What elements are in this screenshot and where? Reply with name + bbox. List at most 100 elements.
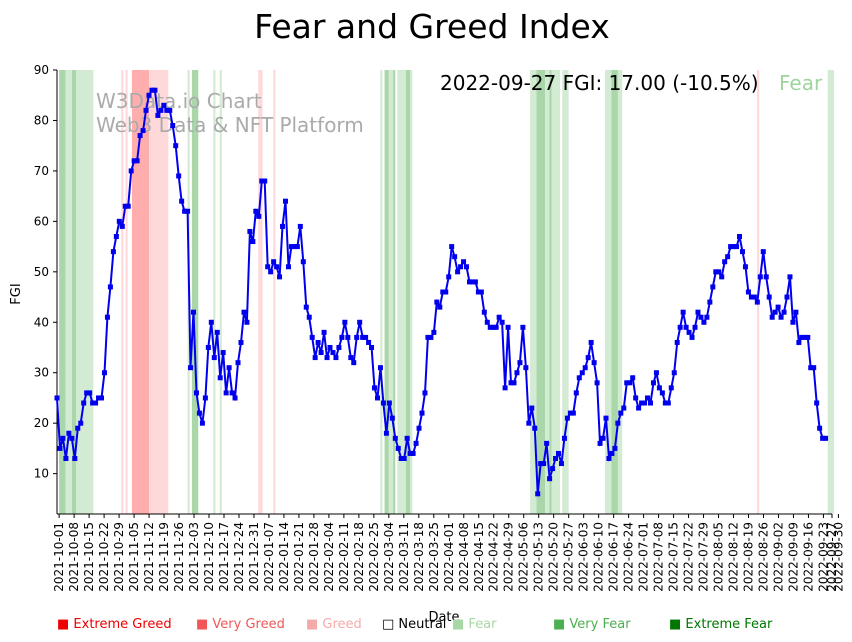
- data-point: [285, 264, 291, 270]
- x-tick-label: 2022-05-06: [517, 522, 531, 592]
- data-point: [312, 355, 318, 361]
- data-point: [357, 319, 363, 325]
- data-point: [734, 244, 740, 250]
- watermark-line: W3Data.io Chart: [96, 89, 262, 113]
- data-point: [452, 254, 458, 260]
- data-point: [164, 107, 170, 113]
- x-tick-label: 2022-03-11: [397, 522, 411, 592]
- data-point: [585, 355, 591, 361]
- data-point: [238, 339, 244, 345]
- data-point: [668, 385, 674, 391]
- data-point: [149, 87, 155, 93]
- data-point: [167, 107, 173, 113]
- data-point: [653, 370, 659, 376]
- data-point: [796, 339, 802, 345]
- data-point: [333, 355, 339, 361]
- data-point: [416, 425, 422, 431]
- y-tick-label: 10: [34, 467, 49, 481]
- data-point: [633, 395, 639, 401]
- data-point: [428, 334, 434, 340]
- annotation-text: 2022-09-27 FGI: 17.00 (-10.5%): [440, 71, 759, 95]
- data-point: [701, 319, 707, 325]
- data-point: [152, 87, 158, 93]
- data-point: [78, 420, 84, 426]
- legend-item-extreme-greed: ■ Extreme Greed: [57, 617, 172, 632]
- band-greed: [149, 70, 169, 514]
- data-point: [57, 445, 63, 451]
- data-point: [739, 249, 745, 255]
- data-point: [478, 289, 484, 295]
- data-point: [374, 395, 380, 401]
- data-point: [449, 244, 455, 250]
- data-point: [125, 203, 131, 209]
- band-very-greed: [131, 70, 141, 514]
- data-point: [179, 198, 185, 204]
- band-fear: [562, 70, 569, 514]
- data-point: [594, 380, 600, 386]
- data-point: [775, 304, 781, 310]
- x-tick-label: 2022-08-26: [756, 522, 770, 592]
- data-point: [158, 107, 164, 113]
- data-point: [324, 355, 330, 361]
- y-tick-label: 20: [34, 416, 49, 430]
- legend-item-neutral: □ Neutral: [382, 617, 446, 632]
- y-axis-label: FGI: [9, 283, 24, 304]
- data-point: [535, 491, 541, 497]
- data-point: [692, 324, 698, 330]
- data-point: [757, 274, 763, 280]
- data-point: [413, 440, 419, 446]
- data-point: [642, 400, 648, 406]
- data-point: [366, 339, 372, 345]
- data-point: [639, 400, 645, 406]
- legend-swatch: ■: [196, 617, 213, 632]
- data-point: [523, 365, 529, 371]
- data-point: [143, 107, 149, 113]
- data-point: [84, 390, 90, 396]
- data-point: [511, 380, 517, 386]
- data-point: [282, 198, 288, 204]
- data-point: [656, 385, 662, 391]
- x-tick-label: 2022-01-07: [262, 522, 276, 592]
- data-point: [134, 158, 140, 164]
- x-tick-label: 2022-09-16: [801, 522, 815, 592]
- data-point: [647, 400, 653, 406]
- x-tick-label: 2022-04-08: [457, 522, 471, 592]
- band-very-fear: [71, 70, 77, 514]
- legend-swatch: ■: [57, 617, 74, 632]
- data-point: [188, 365, 194, 371]
- data-point: [520, 324, 526, 330]
- data-point: [300, 259, 306, 265]
- data-point: [547, 476, 553, 482]
- x-tick-label: 2022-09-30: [831, 522, 845, 592]
- data-point: [802, 334, 808, 340]
- data-point: [223, 390, 229, 396]
- y-tick-label: 30: [34, 366, 49, 380]
- data-point: [425, 334, 431, 340]
- data-point: [392, 435, 398, 441]
- data-point: [487, 324, 493, 330]
- x-tick-label: 2022-02-11: [337, 522, 351, 592]
- x-tick-label: 2021-11-19: [157, 522, 171, 592]
- data-point: [291, 244, 297, 250]
- data-point: [360, 334, 366, 340]
- x-tick-label: 2021-12-24: [232, 522, 246, 592]
- x-tick-label: 2022-06-17: [607, 522, 621, 592]
- data-point: [268, 269, 274, 275]
- legend-label: Very Fear: [569, 617, 631, 632]
- data-point: [274, 264, 280, 270]
- band-very-fear: [536, 70, 546, 514]
- data-point: [277, 274, 283, 280]
- band-fear: [827, 70, 835, 514]
- data-point: [609, 450, 615, 456]
- data-point: [271, 259, 277, 265]
- data-point: [763, 274, 769, 280]
- data-point: [677, 324, 683, 330]
- data-point: [588, 339, 594, 345]
- data-point: [817, 425, 823, 431]
- legend-item-extreme-fear: ■ Extreme Fear: [669, 617, 772, 632]
- data-point: [241, 309, 247, 315]
- legend-swatch: ■: [669, 617, 686, 632]
- data-point: [689, 334, 695, 340]
- data-point: [443, 289, 449, 295]
- data-point: [265, 264, 271, 270]
